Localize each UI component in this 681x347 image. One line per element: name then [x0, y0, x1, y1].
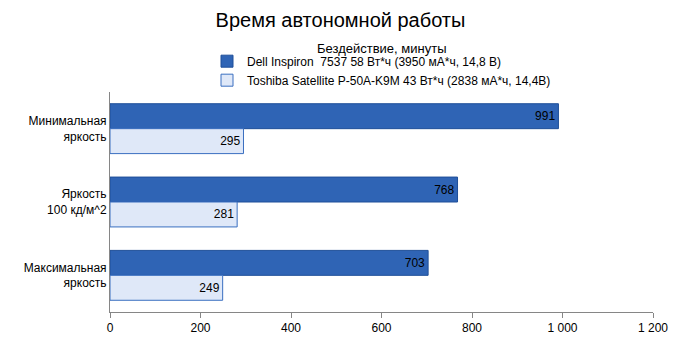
svg-text:1 000: 1 000	[547, 321, 577, 335]
svg-text:Яркость100 кд/м^2: Яркость100 кд/м^2	[47, 187, 107, 217]
svg-text:Dell Inspiron 7537 58 Вт*ч (3: Dell Inspiron 7537 58 Вт*ч (3950 мА*ч, 1…	[247, 55, 501, 69]
svg-text:281: 281	[214, 207, 234, 221]
svg-text:1 200: 1 200	[638, 321, 668, 335]
svg-text:Минимальнаяяркость: Минимальнаяяркость	[29, 114, 107, 144]
svg-text:0: 0	[107, 321, 114, 335]
svg-text:600: 600	[371, 321, 391, 335]
svg-text:Максимальнаяяркость: Максимальнаяяркость	[24, 261, 107, 291]
svg-text:Toshiba Satellite P-50A-K9M 43: Toshiba Satellite P-50A-K9M 43 Вт*ч (283…	[247, 74, 550, 88]
svg-text:249: 249	[199, 281, 219, 295]
svg-text:Бездействие, минуты: Бездействие, минуты	[317, 41, 446, 56]
svg-text:Время автономной работы: Время автономной работы	[216, 9, 466, 31]
svg-text:295: 295	[220, 134, 240, 148]
svg-text:768: 768	[434, 183, 454, 197]
svg-text:200: 200	[190, 321, 210, 335]
svg-text:400: 400	[281, 321, 301, 335]
svg-text:991: 991	[535, 109, 555, 123]
svg-text:800: 800	[462, 321, 482, 335]
svg-text:703: 703	[405, 256, 425, 270]
